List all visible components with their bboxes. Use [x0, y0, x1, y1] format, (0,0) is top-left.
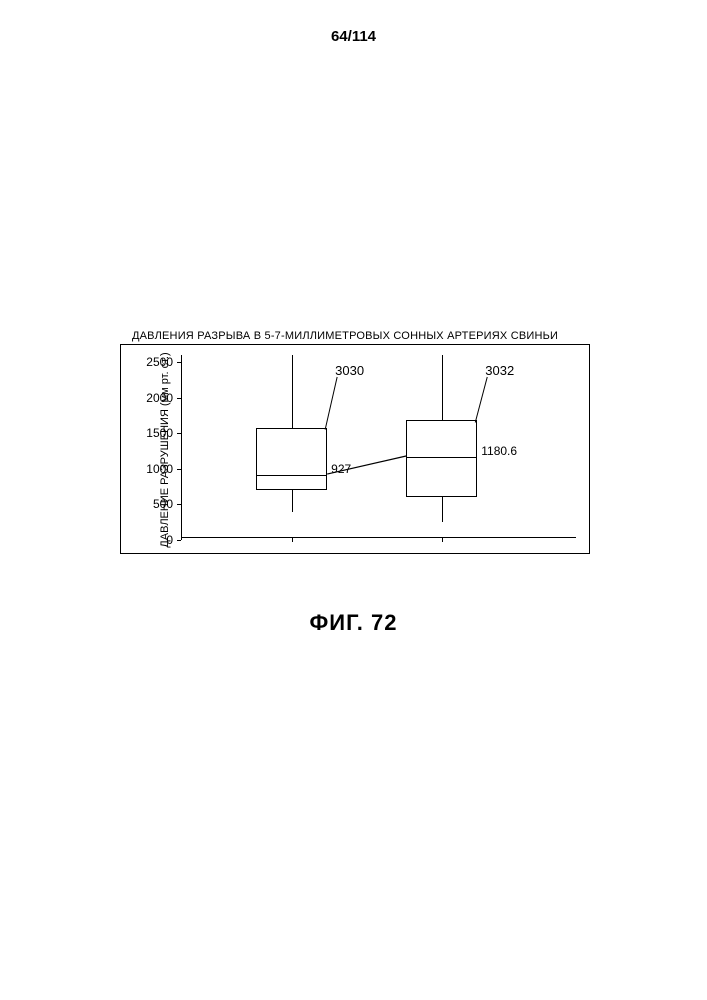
box	[406, 420, 477, 497]
figure-caption: ФИГ. 72	[0, 610, 707, 636]
chart-title: ДАВЛЕНИЯ РАЗРЫВА В 5-7-МИЛЛИМЕТРОВЫХ СОН…	[132, 330, 590, 342]
y-tick-label: 1500	[133, 427, 173, 439]
y-tick-label: 1000	[133, 463, 173, 475]
plot-region: 927 3030 1180.6 3032	[181, 355, 576, 540]
y-tick-label: 2000	[133, 392, 173, 404]
y-tick-label: 2500	[133, 356, 173, 368]
y-tick-label: 0	[133, 534, 173, 546]
median-value-label: 927	[331, 462, 351, 476]
figure: ДАВЛЕНИЯ РАЗРЫВА В 5-7-МИЛЛИМЕТРОВЫХ СОН…	[120, 330, 590, 554]
y-tick	[177, 540, 181, 541]
page-number: 64/114	[0, 28, 707, 45]
median-line	[407, 457, 476, 458]
callout-label: 3030	[335, 363, 364, 378]
y-tick-label: 500	[133, 498, 173, 510]
y-axis-label: ДАВЛЕНИЕ РАЗРУШЕНИЯ (мм рт. ст.)	[159, 345, 179, 555]
chart-area: ДАВЛЕНИЕ РАЗРУШЕНИЯ (мм рт. ст.) 0 500 100…	[120, 344, 590, 554]
callout-label: 3032	[485, 363, 514, 378]
median-value-label: 1180.6	[481, 444, 517, 458]
median-line	[257, 475, 326, 476]
box	[256, 428, 327, 491]
